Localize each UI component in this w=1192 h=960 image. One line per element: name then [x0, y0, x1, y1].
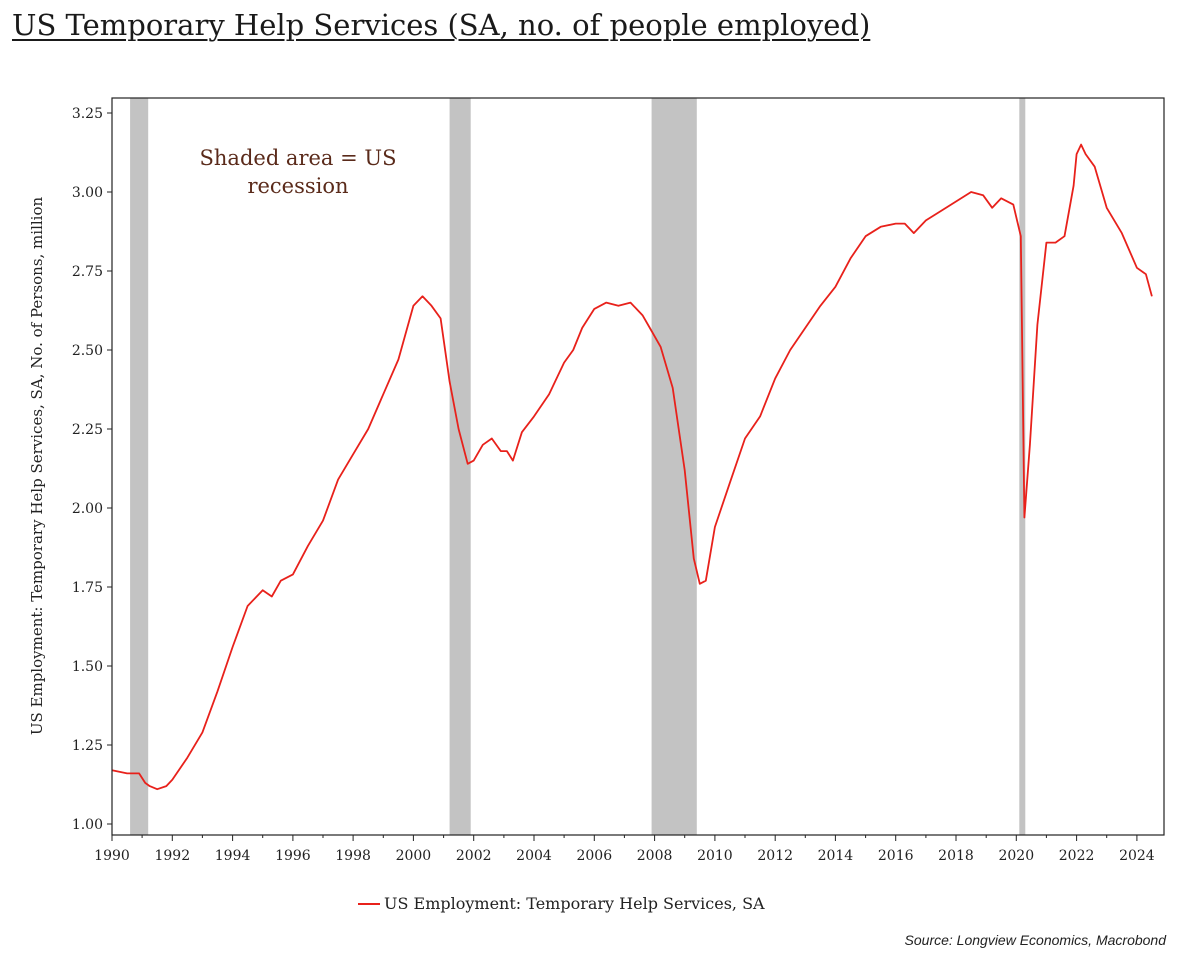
x-tick-label: 2000 — [396, 848, 432, 864]
y-tick-label: 3.00 — [72, 185, 103, 201]
x-tick-label: 2020 — [998, 848, 1034, 864]
x-tick-label: 2006 — [576, 848, 612, 864]
y-tick-label: 1.00 — [72, 817, 103, 833]
x-tick-label: 2008 — [637, 848, 673, 864]
recession-band — [651, 98, 697, 835]
x-tick-label: 2004 — [516, 848, 552, 864]
x-tick-label: 2002 — [456, 848, 492, 864]
x-tick-label: 2012 — [757, 848, 793, 864]
y-axis: 1.00 1.25 1.50 1.75 2.00 2.25 2.50 2.75 3.00 3.25 — [72, 106, 112, 833]
x-tick-label: 1998 — [335, 848, 371, 864]
y-tick-label: 1.50 — [72, 659, 103, 675]
recession-band — [1019, 98, 1026, 835]
recession-annotation-line1: Shaded area = US — [200, 146, 397, 170]
x-tick-label: 1994 — [215, 848, 251, 864]
source-note: Source: Longview Economics, Macrobond — [904, 932, 1166, 948]
x-tick-label: 2024 — [1119, 848, 1155, 864]
x-axis: 1990 1992 1994 1996 1998 2000 2002 2004 2006 2008… — [94, 835, 1155, 864]
x-tick-label: 1990 — [94, 848, 130, 864]
y-tick-label: 2.75 — [72, 264, 103, 280]
y-tick-label: 1.25 — [72, 738, 103, 754]
series-line — [111, 143, 1153, 791]
recession-band — [449, 98, 471, 835]
x-tick-label: 1996 — [275, 848, 311, 864]
recession-band — [130, 98, 149, 835]
y-tick-label: 2.25 — [72, 422, 103, 438]
legend-label: US Employment: Temporary Help Services, … — [384, 894, 765, 913]
x-tick-label: 2022 — [1059, 848, 1095, 864]
y-tick-label: 3.25 — [72, 106, 103, 122]
x-tick-label: 2016 — [878, 848, 914, 864]
legend: US Employment: Temporary Help Services, … — [358, 894, 765, 913]
series-lines — [111, 143, 1153, 791]
page-title: US Temporary Help Services (SA, no. of p… — [12, 8, 871, 42]
y-tick-label: 2.00 — [72, 501, 103, 517]
y-tick-label: 1.75 — [72, 580, 103, 596]
x-tick-label: 2018 — [938, 848, 974, 864]
recession-annotation-line2: recession — [247, 174, 348, 198]
y-tick-label: 2.50 — [72, 343, 103, 359]
x-tick-label: 1992 — [154, 848, 190, 864]
recession-bands — [130, 98, 1026, 835]
x-tick-label: 2010 — [697, 848, 733, 864]
plot-frame — [111, 97, 1165, 836]
x-tick-label: 2014 — [818, 848, 854, 864]
y-axis-label: US Employment: Temporary Help Services, … — [28, 197, 46, 736]
